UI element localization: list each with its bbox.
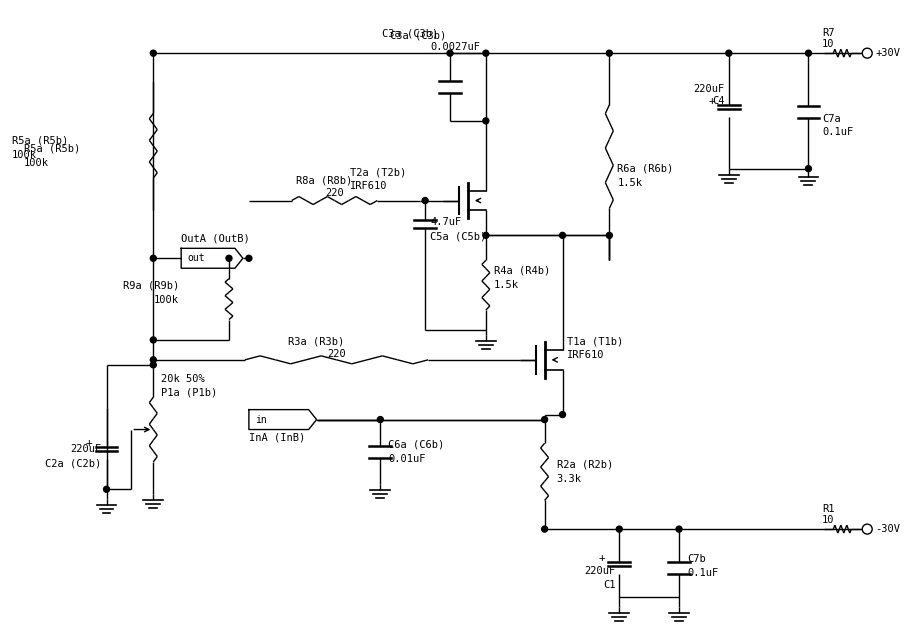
Text: +: +: [85, 439, 93, 448]
Text: 4.7uF: 4.7uF: [430, 218, 462, 227]
Text: R2a (R2b): R2a (R2b): [556, 459, 613, 469]
Circle shape: [483, 232, 489, 238]
Text: 220uF: 220uF: [584, 566, 615, 576]
Text: C6a (C6b): C6a (C6b): [388, 439, 445, 450]
Text: out: out: [187, 253, 205, 263]
Text: C7b: C7b: [687, 554, 705, 564]
Circle shape: [560, 412, 565, 417]
Text: R3a (R3b): R3a (R3b): [288, 337, 345, 347]
Text: C3a (C3b): C3a (C3b): [382, 28, 438, 38]
Circle shape: [606, 50, 613, 56]
Text: 220uF: 220uF: [694, 84, 724, 94]
Text: 0.1uF: 0.1uF: [687, 568, 718, 578]
Circle shape: [863, 48, 873, 58]
Text: +: +: [708, 96, 714, 106]
Circle shape: [483, 118, 489, 124]
Circle shape: [616, 526, 623, 532]
Text: C2a (C2b): C2a (C2b): [45, 459, 102, 468]
Text: 220: 220: [325, 187, 344, 198]
Circle shape: [542, 526, 547, 532]
Circle shape: [805, 166, 812, 172]
Circle shape: [150, 255, 156, 261]
Circle shape: [150, 50, 156, 56]
Text: in: in: [255, 415, 266, 424]
Text: R6a (R6b): R6a (R6b): [617, 164, 674, 174]
Text: 10: 10: [822, 39, 834, 49]
Text: R5a (R5b): R5a (R5b): [24, 144, 80, 154]
Text: 3.3k: 3.3k: [556, 475, 582, 484]
Text: T1a (T1b): T1a (T1b): [566, 337, 623, 347]
Text: C4: C4: [713, 96, 724, 106]
Circle shape: [150, 357, 156, 363]
Circle shape: [104, 486, 109, 492]
Text: 1.5k: 1.5k: [617, 178, 643, 187]
Circle shape: [226, 255, 232, 261]
Circle shape: [606, 232, 613, 238]
Text: +: +: [599, 553, 605, 563]
Text: R8a (R8b): R8a (R8b): [296, 176, 353, 185]
Text: 0.01uF: 0.01uF: [388, 455, 425, 464]
Text: R9a (R9b): R9a (R9b): [123, 280, 179, 290]
Text: 1.5k: 1.5k: [494, 280, 519, 290]
Circle shape: [246, 255, 252, 261]
Text: R1: R1: [822, 504, 834, 514]
Text: InA (InB): InA (InB): [249, 433, 305, 442]
Circle shape: [805, 50, 812, 56]
Circle shape: [150, 362, 156, 368]
Circle shape: [725, 50, 732, 56]
Text: 10: 10: [822, 515, 834, 525]
Circle shape: [447, 50, 453, 56]
Text: +30V: +30V: [875, 48, 900, 58]
Circle shape: [150, 337, 156, 343]
Text: C3a (C3b): C3a (C3b): [390, 30, 446, 40]
Text: T2a (T2b): T2a (T2b): [351, 167, 406, 178]
Text: R5a (R5b): R5a (R5b): [12, 136, 68, 146]
Circle shape: [483, 50, 489, 56]
Text: 0.0027uF: 0.0027uF: [430, 43, 480, 52]
Circle shape: [560, 232, 565, 238]
Circle shape: [542, 417, 547, 422]
Text: C5a (C5b): C5a (C5b): [430, 231, 486, 242]
Text: 100k: 100k: [155, 295, 179, 305]
Text: 100k: 100k: [24, 158, 49, 167]
Text: IRF610: IRF610: [351, 180, 388, 191]
Text: 20k 50%: 20k 50%: [161, 374, 205, 384]
Text: -30V: -30V: [875, 524, 900, 534]
Text: 220uF: 220uF: [70, 444, 102, 455]
Text: IRF610: IRF610: [566, 350, 604, 360]
Circle shape: [676, 526, 682, 532]
Text: C7a: C7a: [823, 114, 841, 124]
Text: R7: R7: [822, 28, 834, 38]
Text: 220: 220: [327, 349, 346, 359]
Text: P1a (P1b): P1a (P1b): [161, 388, 217, 398]
Text: 0.1uF: 0.1uF: [823, 127, 854, 137]
Circle shape: [377, 417, 384, 422]
Circle shape: [863, 524, 873, 534]
Text: C1: C1: [603, 580, 615, 590]
Text: 100k: 100k: [12, 149, 37, 160]
Text: OutA (OutB): OutA (OutB): [181, 233, 250, 243]
Circle shape: [422, 198, 428, 204]
Text: R4a (R4b): R4a (R4b): [494, 265, 550, 275]
